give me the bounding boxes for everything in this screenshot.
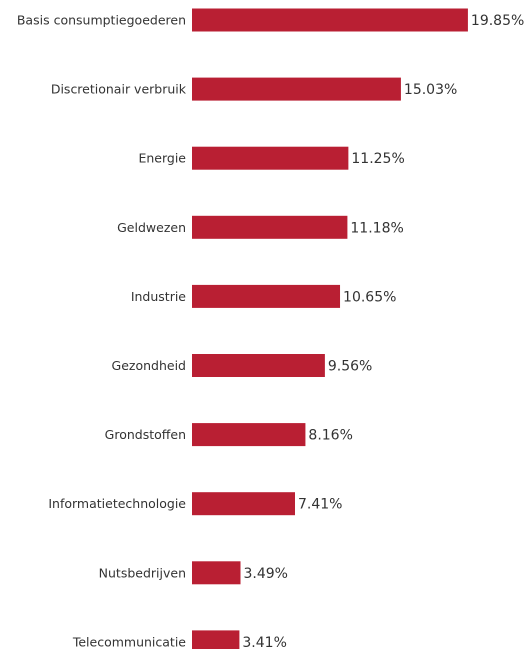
category-label: Gezondheid bbox=[112, 358, 186, 373]
bar bbox=[192, 492, 295, 516]
bar bbox=[192, 561, 241, 585]
category-label: Nutsbedrijven bbox=[99, 565, 186, 580]
category-label: Informatietechnologie bbox=[48, 496, 186, 511]
category-label: Telecommunicatie bbox=[72, 634, 186, 649]
category-label: Geldwezen bbox=[117, 220, 186, 235]
category-label: Industrie bbox=[131, 289, 186, 304]
value-label: 3.49% bbox=[244, 566, 288, 582]
category-label: Basis consumptiegoederen bbox=[17, 13, 186, 28]
bar bbox=[192, 284, 341, 308]
category-label: Grondstoffen bbox=[105, 427, 186, 442]
value-label: 15.03% bbox=[404, 82, 457, 98]
bar bbox=[192, 630, 240, 649]
value-label: 19.85% bbox=[471, 13, 524, 29]
value-label: 11.25% bbox=[351, 151, 404, 167]
value-label: 8.16% bbox=[308, 428, 352, 444]
value-label: 11.18% bbox=[350, 220, 403, 236]
bar bbox=[192, 215, 348, 239]
bar bbox=[192, 146, 349, 170]
bar bbox=[192, 423, 306, 447]
bar bbox=[192, 354, 325, 377]
category-label: Energie bbox=[138, 151, 186, 166]
bar bbox=[192, 8, 468, 32]
category-label: Discretionair verbruik bbox=[51, 82, 187, 97]
value-label: 10.65% bbox=[343, 289, 396, 305]
value-label: 9.56% bbox=[328, 359, 372, 375]
value-label: 7.41% bbox=[298, 497, 342, 513]
value-label: 3.41% bbox=[242, 635, 286, 649]
bar bbox=[192, 77, 401, 101]
